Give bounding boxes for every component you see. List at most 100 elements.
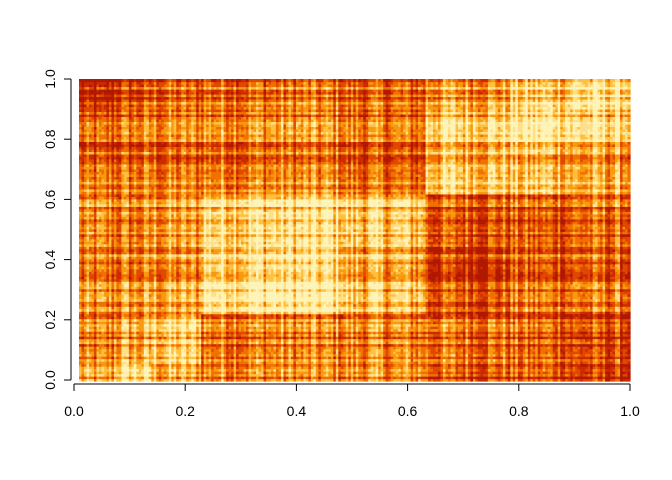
- heatmap-cell: [448, 371, 452, 375]
- heatmap-cell: [440, 371, 444, 375]
- heatmap-cell: [527, 376, 531, 380]
- heatmap-cell: [290, 363, 295, 367]
- heatmap-cell: [557, 356, 561, 360]
- heatmap-cell: [173, 368, 177, 372]
- heatmap-cell: [597, 371, 601, 375]
- heatmap-cell: [313, 353, 317, 357]
- heatmap-cell: [323, 361, 327, 365]
- heatmap-cell: [443, 363, 447, 367]
- heatmap-cell: [477, 356, 481, 360]
- heatmap-cell: [136, 363, 140, 367]
- heatmap-cell: [602, 358, 606, 362]
- heatmap-cell: [298, 353, 302, 357]
- heatmap-cell: [425, 363, 429, 367]
- heatmap-cell: [345, 373, 349, 377]
- heatmap-cell: [607, 358, 611, 362]
- heatmap-cell: [295, 371, 299, 375]
- heatmap-cell: [330, 373, 334, 377]
- heatmap-cell: [507, 361, 511, 365]
- heatmap-cell: [592, 366, 596, 370]
- heatmap-cell: [206, 358, 210, 362]
- heatmap-cell: [408, 368, 412, 372]
- heatmap-cell: [270, 373, 275, 377]
- heatmap-cell: [338, 361, 342, 365]
- heatmap-cell: [128, 361, 132, 365]
- heatmap-cell: [557, 361, 561, 365]
- heatmap-cell: [308, 358, 312, 362]
- heatmap-cell: [495, 373, 499, 377]
- heatmap-cell: [452, 366, 457, 370]
- heatmap-cell: [183, 363, 187, 367]
- heatmap-cell: [552, 363, 556, 367]
- heatmap-cell: [181, 366, 185, 370]
- heatmap-cell: [505, 358, 509, 362]
- heatmap-cell: [223, 361, 227, 365]
- heatmap-cell: [355, 363, 359, 367]
- heatmap-cell: [96, 353, 100, 357]
- heatmap-cell: [143, 378, 147, 382]
- heatmap-cell: [113, 353, 117, 357]
- heatmap-cell: [345, 376, 349, 380]
- heatmap-cell: [615, 363, 619, 367]
- heatmap-cell: [395, 368, 399, 372]
- heatmap-cell: [166, 358, 170, 362]
- heatmap-cell: [492, 363, 496, 367]
- heatmap-cell: [540, 371, 544, 375]
- heatmap-cell: [123, 361, 127, 365]
- heatmap-cell: [627, 378, 631, 382]
- heatmap-cell: [193, 371, 197, 375]
- heatmap-cell: [340, 366, 344, 370]
- heatmap-cell: [163, 371, 167, 375]
- heatmap-cell: [368, 378, 372, 382]
- heatmap-cell: [325, 371, 329, 375]
- heatmap-cell: [540, 368, 544, 372]
- heatmap-cell: [537, 378, 541, 382]
- heatmap-cell: [550, 363, 554, 367]
- heatmap-cell: [413, 366, 417, 370]
- heatmap-cell: [320, 366, 324, 370]
- heatmap-cell: [502, 358, 506, 362]
- heatmap-cell: [128, 363, 132, 367]
- heatmap-cell: [213, 371, 217, 375]
- heatmap-cell: [487, 358, 491, 362]
- heatmap-cell: [465, 378, 469, 382]
- heatmap-cell: [111, 363, 115, 367]
- heatmap-cell: [520, 376, 524, 380]
- heatmap-cell: [278, 368, 282, 372]
- heatmap-cell: [580, 356, 584, 360]
- heatmap-cell: [445, 378, 449, 382]
- heatmap-cell: [580, 366, 584, 370]
- heatmap-cell: [532, 373, 536, 377]
- heatmap-cell: [345, 358, 349, 362]
- heatmap-cell: [126, 368, 130, 372]
- heatmap-cell: [545, 376, 549, 380]
- heatmap-cell: [520, 358, 524, 362]
- heatmap-cell: [261, 358, 265, 362]
- heatmap-cell: [605, 361, 609, 365]
- heatmap-cell: [425, 373, 429, 377]
- heatmap-cell: [452, 363, 457, 367]
- heatmap-cell: [168, 358, 172, 362]
- heatmap-cell: [168, 363, 172, 367]
- heatmap-cell: [108, 356, 113, 360]
- heatmap-cell: [602, 373, 606, 377]
- heatmap-cell: [490, 366, 494, 370]
- heatmap-cell: [156, 356, 160, 360]
- heatmap-cell: [580, 376, 584, 380]
- heatmap-cell: [290, 368, 295, 372]
- heatmap-cell: [196, 368, 200, 372]
- heatmap-cell: [211, 356, 215, 360]
- heatmap-cell: [98, 358, 103, 362]
- heatmap-cell: [278, 366, 282, 370]
- heatmap-cell: [79, 363, 83, 367]
- heatmap-cell: [168, 378, 172, 382]
- heatmap-cell: [241, 366, 245, 370]
- heatmap-cell: [191, 371, 195, 375]
- heatmap-cell: [310, 371, 314, 375]
- heatmap-cell: [203, 358, 207, 362]
- heatmap-cell: [258, 356, 262, 360]
- heatmap-cell: [540, 366, 544, 370]
- heatmap-cell: [270, 353, 275, 357]
- heatmap-cell: [158, 378, 162, 382]
- heatmap-cell: [91, 376, 95, 380]
